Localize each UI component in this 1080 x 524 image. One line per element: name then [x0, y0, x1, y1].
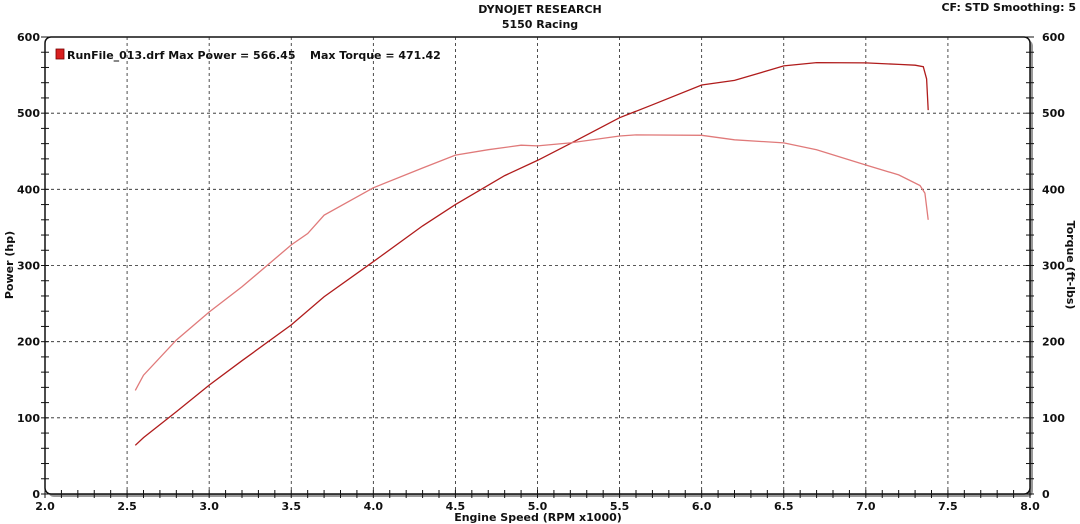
y-axis-label: Power (hp) — [3, 231, 16, 299]
y-tick-label: 100 — [17, 412, 40, 425]
x-tick-label: 3.0 — [199, 500, 219, 513]
y2-axis-label: Torque (ft-lbs) — [1064, 221, 1077, 310]
x-tick-label: 5.5 — [610, 500, 630, 513]
x-tick-label: 2.5 — [117, 500, 137, 513]
torque-curve — [134, 134, 929, 391]
legend-label: RunFile_013.drf Max Power = 566.45 — [67, 49, 296, 62]
y-tick-label: 200 — [17, 336, 40, 349]
y2-tick-label: 300 — [1042, 260, 1065, 273]
x-axis-label: Engine Speed (RPM x1000) — [454, 511, 622, 524]
y2-tick-label: 500 — [1042, 107, 1065, 120]
settings-label: CF: STD Smoothing: 5 — [941, 1, 1076, 14]
y-tick-label: 300 — [17, 260, 40, 273]
x-tick-label: 6.5 — [774, 500, 794, 513]
y-tick-label: 500 — [17, 107, 40, 120]
x-tick-label: 3.5 — [282, 500, 302, 513]
legend-torque-label: Max Torque = 471.42 — [310, 49, 441, 62]
x-tick-label: 4.5 — [446, 500, 466, 513]
chart-subtitle: 5150 Racing — [501, 18, 579, 31]
x-tick-label: 4.0 — [364, 500, 384, 513]
x-tick-label: 7.0 — [856, 500, 876, 513]
chart-title: DYNOJET RESEARCH — [478, 3, 602, 16]
y2-tick-label: 400 — [1042, 183, 1065, 196]
y-tick-label: 0 — [32, 488, 40, 501]
y2-tick-label: 200 — [1042, 336, 1065, 349]
x-tick-label: 5.0 — [528, 500, 548, 513]
y2-tick-label: 0 — [1042, 488, 1050, 501]
x-tick-label: 7.5 — [938, 500, 958, 513]
y-tick-label: 400 — [17, 183, 40, 196]
x-tick-label: 8.0 — [1020, 500, 1040, 513]
y2-tick-label: 100 — [1042, 412, 1065, 425]
power-curve — [134, 61, 929, 446]
x-tick-label: 2.0 — [35, 500, 55, 513]
x-tick-label: 6.0 — [692, 500, 712, 513]
y-tick-label: 600 — [17, 31, 40, 44]
legend-swatch — [55, 48, 65, 60]
y2-tick-label: 600 — [1042, 31, 1065, 44]
